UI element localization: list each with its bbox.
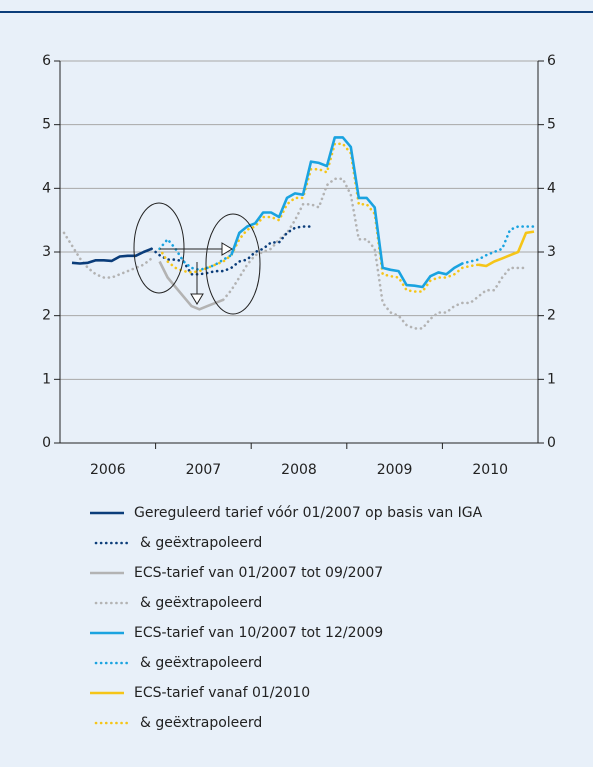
line-series <box>158 225 536 272</box>
legend-label: Gereguleerd tarief vóór 01/2007 op basis… <box>134 505 483 521</box>
y2-tick-label: 0 <box>547 435 556 451</box>
line-series <box>150 225 313 276</box>
y-tick-label: 3 <box>42 244 51 260</box>
plot-area: 0 0 1 1 2 2 3 3 4 4 5 5 6 6 2006 2007 2008 2009 2010 <box>42 53 556 478</box>
y-tick-label: 1 <box>42 371 51 387</box>
y2-tick-label: 6 <box>547 53 556 69</box>
y2-tick-label: 1 <box>547 371 556 387</box>
legend: Gereguleerd tarief vóór 01/2007 op basis… <box>90 505 483 731</box>
legend-label: & geëxtrapoleerd <box>140 715 262 731</box>
y-tick-label: 0 <box>42 435 51 451</box>
arrowhead <box>190 293 204 305</box>
line-series <box>158 260 224 311</box>
x-tick-label: 2010 <box>472 462 508 478</box>
y-tick-label: 5 <box>42 117 51 133</box>
line-series <box>71 247 153 265</box>
legend-label: ECS-tarief van 10/2007 tot 12/2009 <box>134 625 383 641</box>
line-series <box>478 230 535 268</box>
y-tick-label: 2 <box>42 308 51 324</box>
x-tick-label: 2007 <box>186 462 222 478</box>
legend-label: & geëxtrapoleerd <box>140 595 262 611</box>
y-tick-label: 6 <box>42 53 51 69</box>
line-series <box>230 136 463 289</box>
x-tick-label: 2009 <box>377 462 413 478</box>
arrowhead <box>221 242 233 256</box>
y2-tick-label: 4 <box>547 180 556 196</box>
y2-tick-label: 2 <box>547 308 556 324</box>
annotations <box>133 202 261 315</box>
legend-label: ECS-tarief van 01/2007 tot 09/2007 <box>134 565 383 581</box>
x-tick-label: 2008 <box>281 462 317 478</box>
legend-label: & geëxtrapoleerd <box>140 535 262 551</box>
legend-label: ECS-tarief vanaf 01/2010 <box>134 685 310 701</box>
legend-label: & geëxtrapoleerd <box>140 655 262 671</box>
y2-tick-label: 5 <box>547 117 556 133</box>
x-tick-label: 2006 <box>90 462 126 478</box>
y2-tick-label: 3 <box>547 244 556 260</box>
y-tick-label: 4 <box>42 180 51 196</box>
line-series <box>62 177 528 330</box>
ellipse <box>133 202 185 294</box>
ellipse <box>205 213 261 315</box>
